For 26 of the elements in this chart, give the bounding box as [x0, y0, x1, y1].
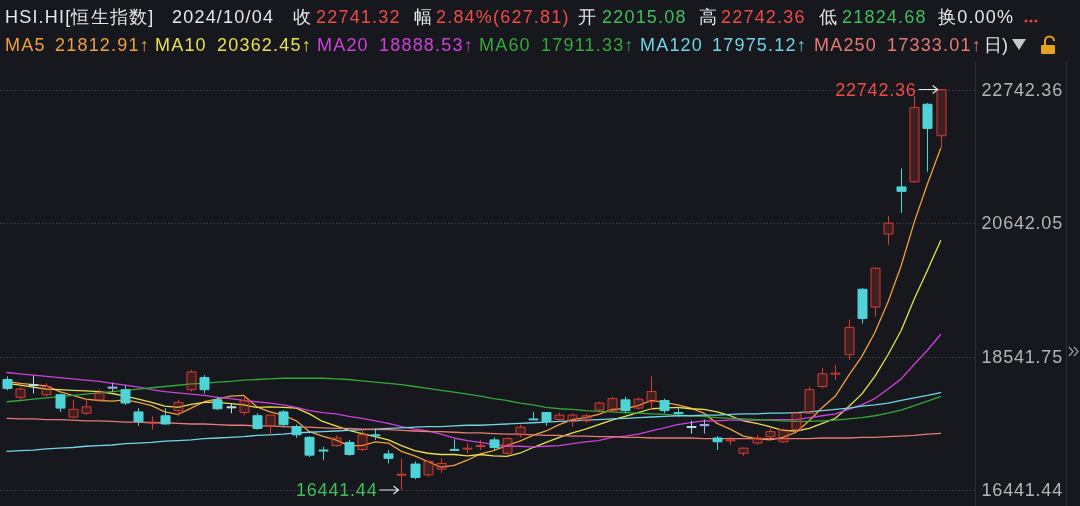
text: 2.84%(627.81): [436, 7, 570, 27]
text: 17333.01↑: [887, 35, 982, 55]
text: 17975.12↑: [712, 35, 807, 55]
text: 22742.36: [721, 7, 806, 27]
text: 收: [293, 7, 313, 27]
text: 2024/10/04: [172, 7, 275, 27]
annotation: 16441.44: [295, 480, 378, 501]
y-tick-label: 20642.05: [981, 213, 1063, 234]
text: 22015.08: [602, 7, 687, 27]
y-tick-label: 16441.44: [981, 480, 1063, 501]
text: 21812.91↑: [55, 35, 150, 55]
text: 22741.32: [316, 7, 401, 27]
text: 18888.53↑: [379, 35, 474, 55]
y-tick-label: 18541.75: [981, 346, 1063, 367]
text: 幅: [414, 7, 434, 27]
text: 低: [819, 7, 839, 27]
text: 20362.45↑: [217, 35, 312, 55]
text: 21824.68: [842, 7, 927, 27]
text: 日): [984, 35, 1008, 55]
text: 17911.33↑: [541, 35, 635, 55]
annotation: 22742.36: [835, 79, 917, 100]
y-tick-label: 22742.36: [981, 79, 1063, 100]
text: 换0.00%: [938, 7, 1015, 27]
text: 高: [699, 7, 719, 27]
chart-title: HSI.HI[恒生指数]: [5, 7, 155, 27]
text: 开: [578, 7, 598, 27]
